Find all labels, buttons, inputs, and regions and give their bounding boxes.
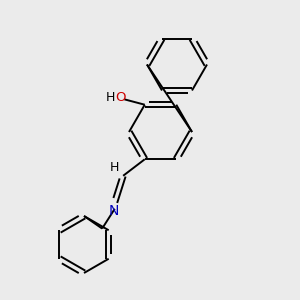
Text: N: N xyxy=(108,204,119,218)
Text: H: H xyxy=(110,161,119,174)
Text: H: H xyxy=(105,91,115,104)
Text: O: O xyxy=(115,91,125,104)
